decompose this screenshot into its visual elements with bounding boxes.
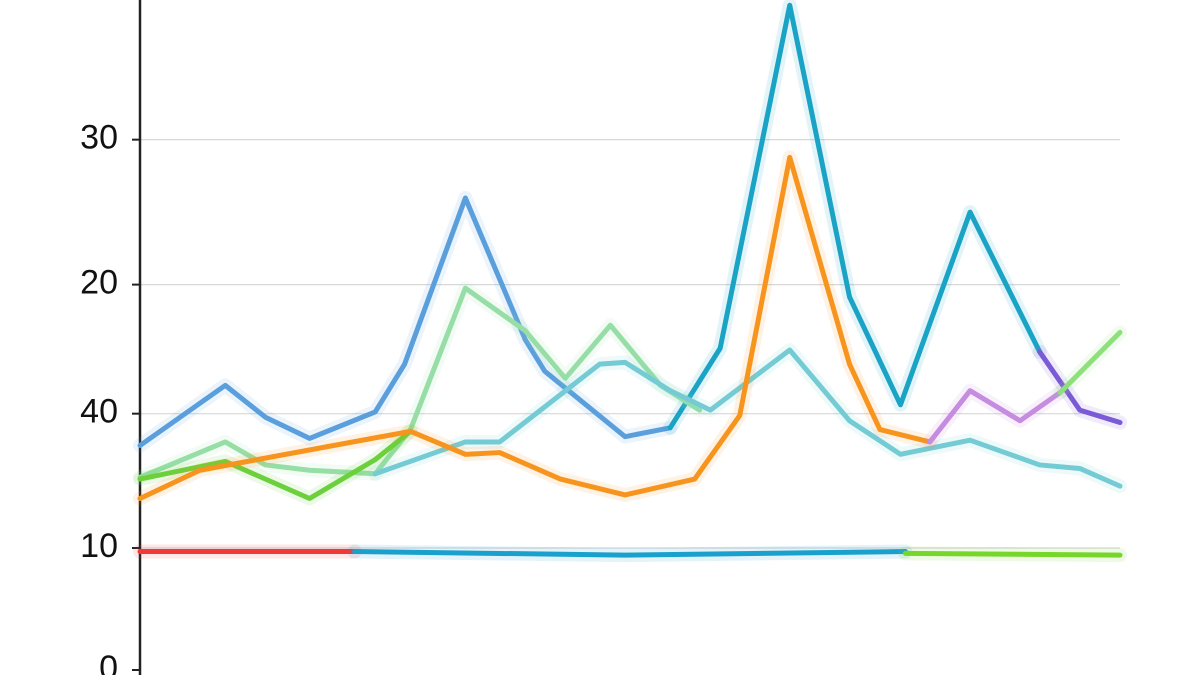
series-line — [372, 347, 1123, 489]
series-line — [352, 549, 908, 558]
y-tick-label: 30 — [80, 119, 118, 157]
series-line — [1037, 349, 1123, 426]
series-line — [667, 2, 1043, 431]
series-line — [137, 428, 413, 502]
y-tick-label: 10 — [80, 527, 118, 565]
series-line — [137, 154, 933, 502]
series-glow — [133, 150, 937, 506]
y-tick-label: 40 — [80, 393, 118, 431]
series-line — [137, 195, 673, 448]
y-tick-label: 20 — [80, 264, 118, 302]
series-line — [927, 388, 1063, 445]
series-line — [902, 550, 1123, 558]
y-tick-label: 0 — [99, 649, 118, 675]
series-line — [1057, 329, 1123, 395]
